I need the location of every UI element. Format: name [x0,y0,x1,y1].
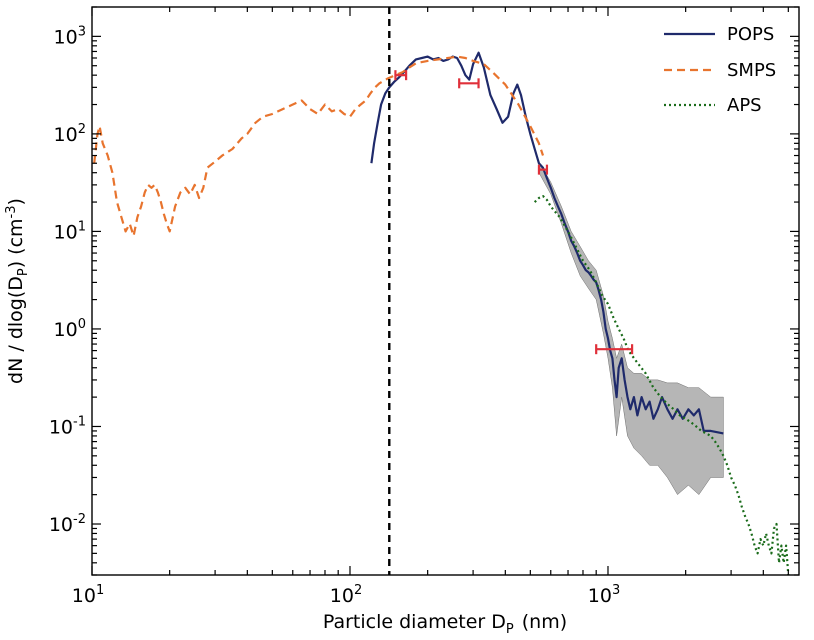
y-tick-label: 100 [54,317,86,341]
y-tick-label: 103 [54,24,86,48]
y-axis-title: dN / dlog(DP) (cm-3) [4,198,31,384]
y-tick-label: 10-2 [49,512,86,536]
legend-label-pops: POPS [727,24,774,45]
error-bar-3 [595,344,634,355]
error-bar-2 [537,164,549,175]
x-tick-label: 103 [588,583,620,607]
uncertainty-bands [538,160,724,495]
x-tick-label: 102 [330,583,362,607]
plot-frame [91,6,800,576]
error-bar-0 [394,70,408,81]
y-tick-label: 101 [54,219,86,243]
series-line-pops [370,51,724,435]
series-line-smps [93,55,545,237]
error-bars [394,70,634,355]
band-pops [538,160,724,495]
legend-label-aps: APS [727,95,762,116]
legend: POPS SMPS APS [664,24,776,116]
error-bar-1 [458,78,480,89]
x-tick-label: 101 [72,583,104,607]
x-axis-title: Particle diameter DP (nm) [323,611,567,637]
legend-label-smps: SMPS [727,60,776,81]
y-tick-label: 10-1 [49,414,86,438]
axis-tick-labels: 101 102 103 10-2 10-1 100 101 102 103 [49,24,620,607]
y-tick-label: 102 [54,122,86,146]
series-lines [93,51,790,575]
axis-ticks [91,6,799,576]
